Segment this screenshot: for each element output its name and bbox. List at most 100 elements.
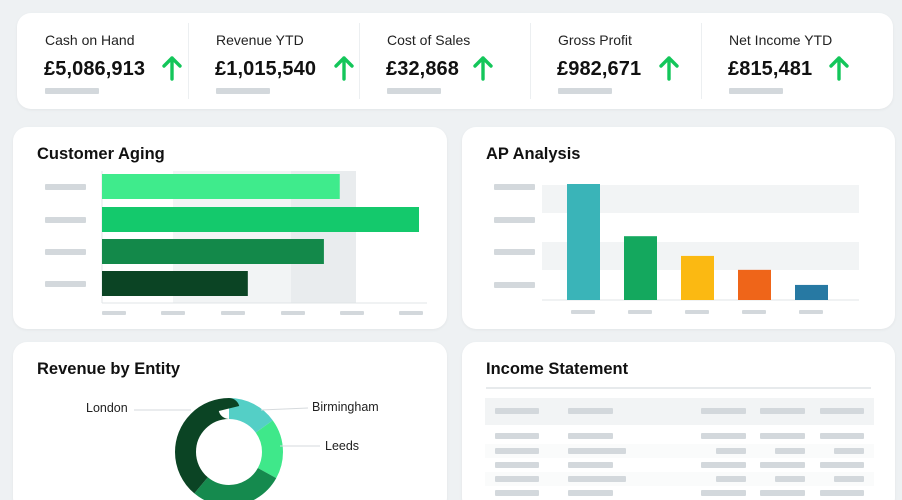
revenue-by-entity-card: Revenue by Entity London Birmingham Leed… (13, 342, 447, 500)
customer-aging-card: Customer Aging (13, 127, 447, 329)
table-header-cell (701, 408, 746, 414)
table-row (485, 429, 874, 443)
y-tick-label (494, 282, 535, 288)
kpi-placeholder-bar (387, 88, 441, 94)
table-cell (495, 433, 539, 439)
table-cell (495, 462, 539, 468)
table-cell (701, 462, 746, 468)
kpi-revenue-ytd[interactable]: Revenue YTD £1,015,540 (188, 13, 359, 109)
arrow-up-icon (659, 56, 679, 81)
table-cell (568, 476, 626, 482)
donut-slice (175, 398, 283, 500)
kpi-net-income-ytd[interactable]: Net Income YTD £815,481 (701, 13, 872, 109)
table-cell (568, 462, 613, 468)
x-tick-label (102, 311, 126, 315)
kpi-cash-on-hand[interactable]: Cash on Hand £5,086,913 (17, 13, 188, 109)
kpi-strip: Cash on Hand £5,086,913 Revenue YTD £1,0… (17, 13, 893, 109)
kpi-value: £815,481 (728, 58, 813, 80)
table-header-cell (760, 408, 805, 414)
table-cell (775, 476, 805, 482)
kpi-value: £32,868 (386, 58, 459, 80)
kpi-cost-of-sales[interactable]: Cost of Sales £32,868 (359, 13, 530, 109)
kpi-value: £1,015,540 (215, 58, 317, 80)
kpi-value: £982,671 (557, 58, 642, 80)
table-row (485, 486, 874, 500)
slice-label-leeds: Leeds (325, 439, 360, 453)
kpi-placeholder-bar (558, 88, 612, 94)
arrow-up-icon (334, 56, 354, 81)
ap-analysis-chart (494, 184, 859, 314)
leader-line (260, 407, 309, 411)
category-tick-label (45, 184, 86, 190)
bar (624, 236, 657, 300)
x-tick-label (571, 310, 595, 314)
table-row (485, 472, 874, 486)
x-tick-label (399, 311, 423, 315)
y-tick-label (494, 249, 535, 255)
card-title: AP Analysis (486, 145, 581, 163)
x-tick-label (281, 311, 305, 315)
card-title: Income Statement (486, 360, 629, 378)
arrow-up-icon (829, 56, 849, 81)
table-cell (820, 490, 864, 496)
x-tick-label (161, 311, 185, 315)
category-tick-label (45, 281, 86, 287)
bar (102, 174, 340, 199)
bar (795, 284, 828, 300)
table-cell (820, 462, 864, 468)
kpi-label: Gross Profit (558, 32, 632, 48)
category-tick-label (45, 217, 86, 223)
kpi-placeholder-bar (216, 88, 270, 94)
table-header-cell (568, 408, 613, 414)
kpi-label: Revenue YTD (216, 32, 304, 48)
kpi-placeholder-bar (729, 88, 783, 94)
table-cell (834, 448, 864, 454)
x-tick-label (221, 311, 245, 315)
donut-slice (175, 398, 283, 500)
donut-slice (175, 398, 283, 500)
ap-analysis-card: AP Analysis (462, 127, 895, 329)
revenue-by-entity-chart (134, 398, 320, 500)
table-cell (701, 490, 746, 496)
kpi-label: Cash on Hand (45, 32, 135, 48)
income-statement-table (485, 387, 874, 500)
table-cell (760, 462, 805, 468)
table-cell (495, 476, 539, 482)
kpi-gross-profit[interactable]: Gross Profit £982,671 (530, 13, 701, 109)
card-title: Revenue by Entity (37, 360, 181, 378)
table-cell (495, 490, 539, 496)
slice-label-birmingham: Birmingham (312, 400, 379, 414)
kpi-label: Cost of Sales (387, 32, 471, 48)
table-cell (568, 433, 613, 439)
table-header-cell (495, 408, 539, 414)
card-title: Customer Aging (37, 145, 165, 163)
table-cell (760, 433, 805, 439)
bar (681, 255, 714, 300)
x-tick-label (742, 310, 766, 314)
y-tick-label (494, 184, 535, 190)
bar (102, 239, 324, 264)
kpi-value: £5,086,913 (44, 58, 146, 80)
table-header-cell (820, 408, 864, 414)
table-cell (760, 490, 805, 496)
x-tick-label (799, 310, 823, 314)
x-tick-label (340, 311, 364, 315)
table-cell (775, 448, 805, 454)
arrow-up-icon (162, 56, 182, 81)
table-cell (834, 476, 864, 482)
category-tick-label (45, 249, 86, 255)
table-row (485, 458, 874, 472)
x-tick-label (685, 310, 709, 314)
table-cell (568, 448, 626, 454)
table-cell (820, 433, 864, 439)
kpi-label: Net Income YTD (729, 32, 833, 48)
income-statement-card: Income Statement (462, 342, 895, 500)
bar (102, 271, 248, 296)
table-cell (568, 490, 613, 496)
slice-label-london: London (86, 401, 128, 415)
y-tick-label (494, 217, 535, 223)
kpi-placeholder-bar (45, 88, 99, 94)
table-row (485, 444, 874, 458)
bar (102, 207, 419, 232)
customer-aging-chart (45, 171, 427, 315)
